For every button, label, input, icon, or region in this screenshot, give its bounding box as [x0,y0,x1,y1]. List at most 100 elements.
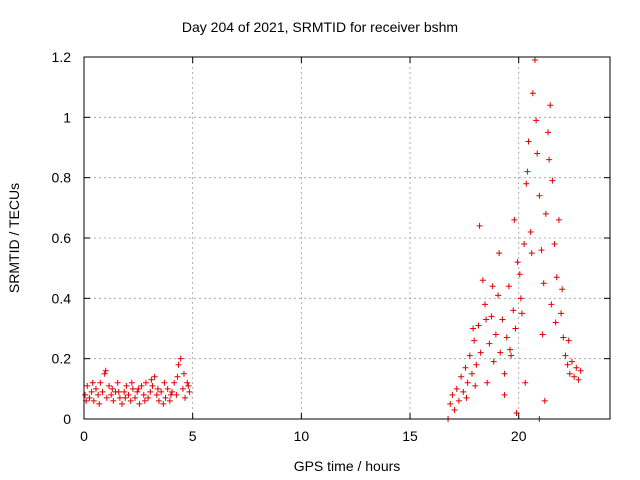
axis-ticks: 0 5 10 15 20 0 0.2 0.4 0.6 0.8 1 1.2 [52,49,610,444]
data-point [115,388,122,395]
data-point [160,400,167,407]
data-point [499,316,506,323]
data-point [575,376,582,383]
data-point [492,331,499,338]
data-point [174,373,181,380]
data-point [453,385,460,392]
data-point [128,379,135,386]
data-point [518,310,525,317]
data-point [560,334,567,341]
data-point [577,367,584,374]
data-point [162,394,169,401]
data-point [503,334,510,341]
data-point [147,388,154,395]
data-point [122,394,129,401]
x-tick-label: 20 [511,428,527,444]
data-point [534,150,541,157]
data-point [488,313,495,320]
data-point [511,216,518,223]
data-point [145,394,152,401]
data-point [483,316,490,323]
data-point [101,370,108,377]
data-point [175,361,182,368]
data-point [123,382,130,389]
data-point [566,370,573,377]
data-point [164,385,171,392]
data-point [545,129,552,136]
data-point [553,274,560,281]
data-point [532,57,539,64]
y-tick-label: 0.6 [52,230,72,246]
data-point [158,388,165,395]
data-point [522,379,529,386]
data-point [460,388,467,395]
data-point [562,352,569,359]
chart-title: Day 204 of 2021, SRMTID for receiver bsh… [182,19,458,35]
data-point [135,385,142,392]
data-point [171,379,178,386]
data-point [153,391,160,398]
data-point [109,385,116,392]
data-point [82,391,89,398]
data-point [108,391,115,398]
data-point [523,180,530,187]
data-point [451,406,458,413]
data-point [476,222,483,229]
data-point [527,228,534,235]
data-point [155,397,162,404]
data-point [97,379,104,386]
data-point [512,325,519,332]
data-point [462,364,469,371]
data-point [490,358,497,365]
data-point [180,370,187,377]
data-point [529,90,536,97]
data-point [540,280,547,287]
data-points [82,57,584,422]
data-point [447,400,454,407]
data-point [177,355,184,362]
data-point [154,385,161,392]
data-point [167,391,174,398]
x-tick-label: 10 [294,428,310,444]
plot-frame [83,56,611,420]
data-point [119,400,126,407]
data-point [559,286,566,293]
data-point [539,331,546,338]
y-tick-label: 0.2 [52,351,72,367]
data-point [470,325,477,332]
data-point [473,361,480,368]
data-point [455,397,462,404]
data-point [482,301,489,308]
data-point [463,394,470,401]
data-point [186,388,193,395]
data-point [99,388,106,395]
data-point [161,379,168,386]
data-point [466,352,473,359]
data-point [179,385,186,392]
data-point [542,210,549,217]
data-point [549,177,556,184]
data-point [103,394,110,401]
data-point [96,400,103,407]
data-point [169,388,176,395]
data-point [501,391,508,398]
data-point [521,241,528,248]
data-point [571,373,578,380]
data-point [564,361,571,368]
data-point [95,391,102,398]
data-point [496,250,503,257]
data-point [472,382,479,389]
data-point [558,310,565,317]
data-point [555,216,562,223]
y-tick-label: 1 [63,109,71,125]
data-point [547,102,554,109]
data-point [551,241,558,248]
data-point [449,391,456,398]
data-point [105,382,112,389]
data-point [132,394,139,401]
y-tick-label: 0 [63,411,71,427]
data-point [458,373,465,380]
data-point [127,397,134,404]
data-point [88,388,95,395]
